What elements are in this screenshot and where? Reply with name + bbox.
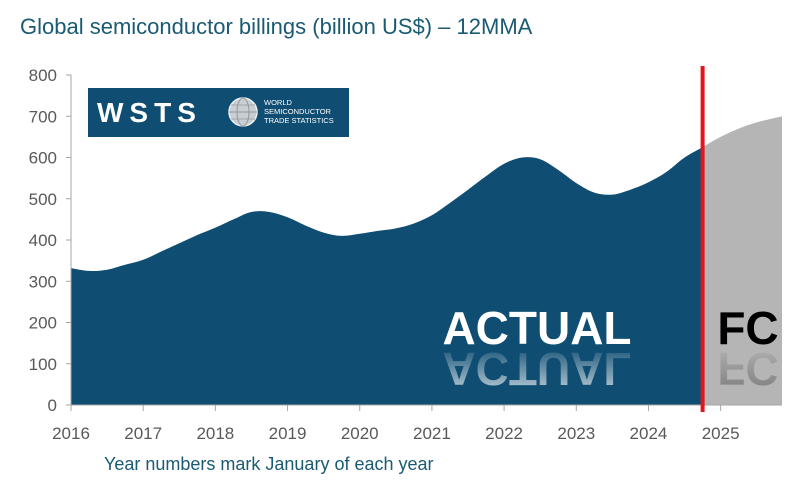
x-tick-label: 2016 [52, 424, 90, 443]
logo-wordmark: WSTS [97, 97, 202, 128]
y-tick-label: 0 [48, 396, 57, 415]
y-tick-label: 500 [29, 190, 57, 209]
x-tick-label: 2025 [702, 424, 740, 443]
actual-annotation: ACTUAL ACTUAL [442, 302, 631, 395]
y-tick-label: 300 [29, 272, 57, 291]
x-tick-label: 2024 [630, 424, 668, 443]
chart-title: Global semiconductor billings (billion U… [20, 14, 533, 39]
chart-subtitle: Year numbers mark January of each year [104, 454, 434, 474]
fc-label: FC [717, 302, 778, 354]
forecast-area [702, 116, 782, 406]
y-tick-label: 400 [29, 231, 57, 250]
y-tick-label: 100 [29, 355, 57, 374]
actual-label-reflection: ACTUAL [442, 343, 631, 395]
x-tick-label: 2022 [485, 424, 523, 443]
globe-icon [228, 97, 258, 127]
x-tick-label: 2017 [124, 424, 162, 443]
logo-line-1: WORLD [264, 98, 293, 107]
x-tick-label: 2019 [269, 424, 307, 443]
y-tick-label: 200 [29, 314, 57, 333]
logo-line-3: TRADE STATISTICS [264, 116, 334, 125]
fc-annotation: FC FC [717, 302, 778, 395]
x-tick-label: 2020 [341, 424, 379, 443]
actual-label: ACTUAL [442, 302, 631, 354]
y-tick-label: 800 [29, 66, 57, 85]
x-tick-label: 2021 [413, 424, 451, 443]
actual-area [71, 147, 703, 405]
x-tick-label: 2023 [557, 424, 595, 443]
y-tick-label: 600 [29, 149, 57, 168]
y-tick-label: 700 [29, 107, 57, 126]
fc-label-reflection: FC [717, 343, 778, 395]
x-tick-label: 2018 [196, 424, 234, 443]
wsts-logo: WSTS WORLD SEMICONDUCTOR TRADE STATISTIC… [88, 88, 349, 137]
logo-box [88, 88, 349, 137]
logo-line-2: SEMICONDUCTOR [264, 107, 332, 116]
